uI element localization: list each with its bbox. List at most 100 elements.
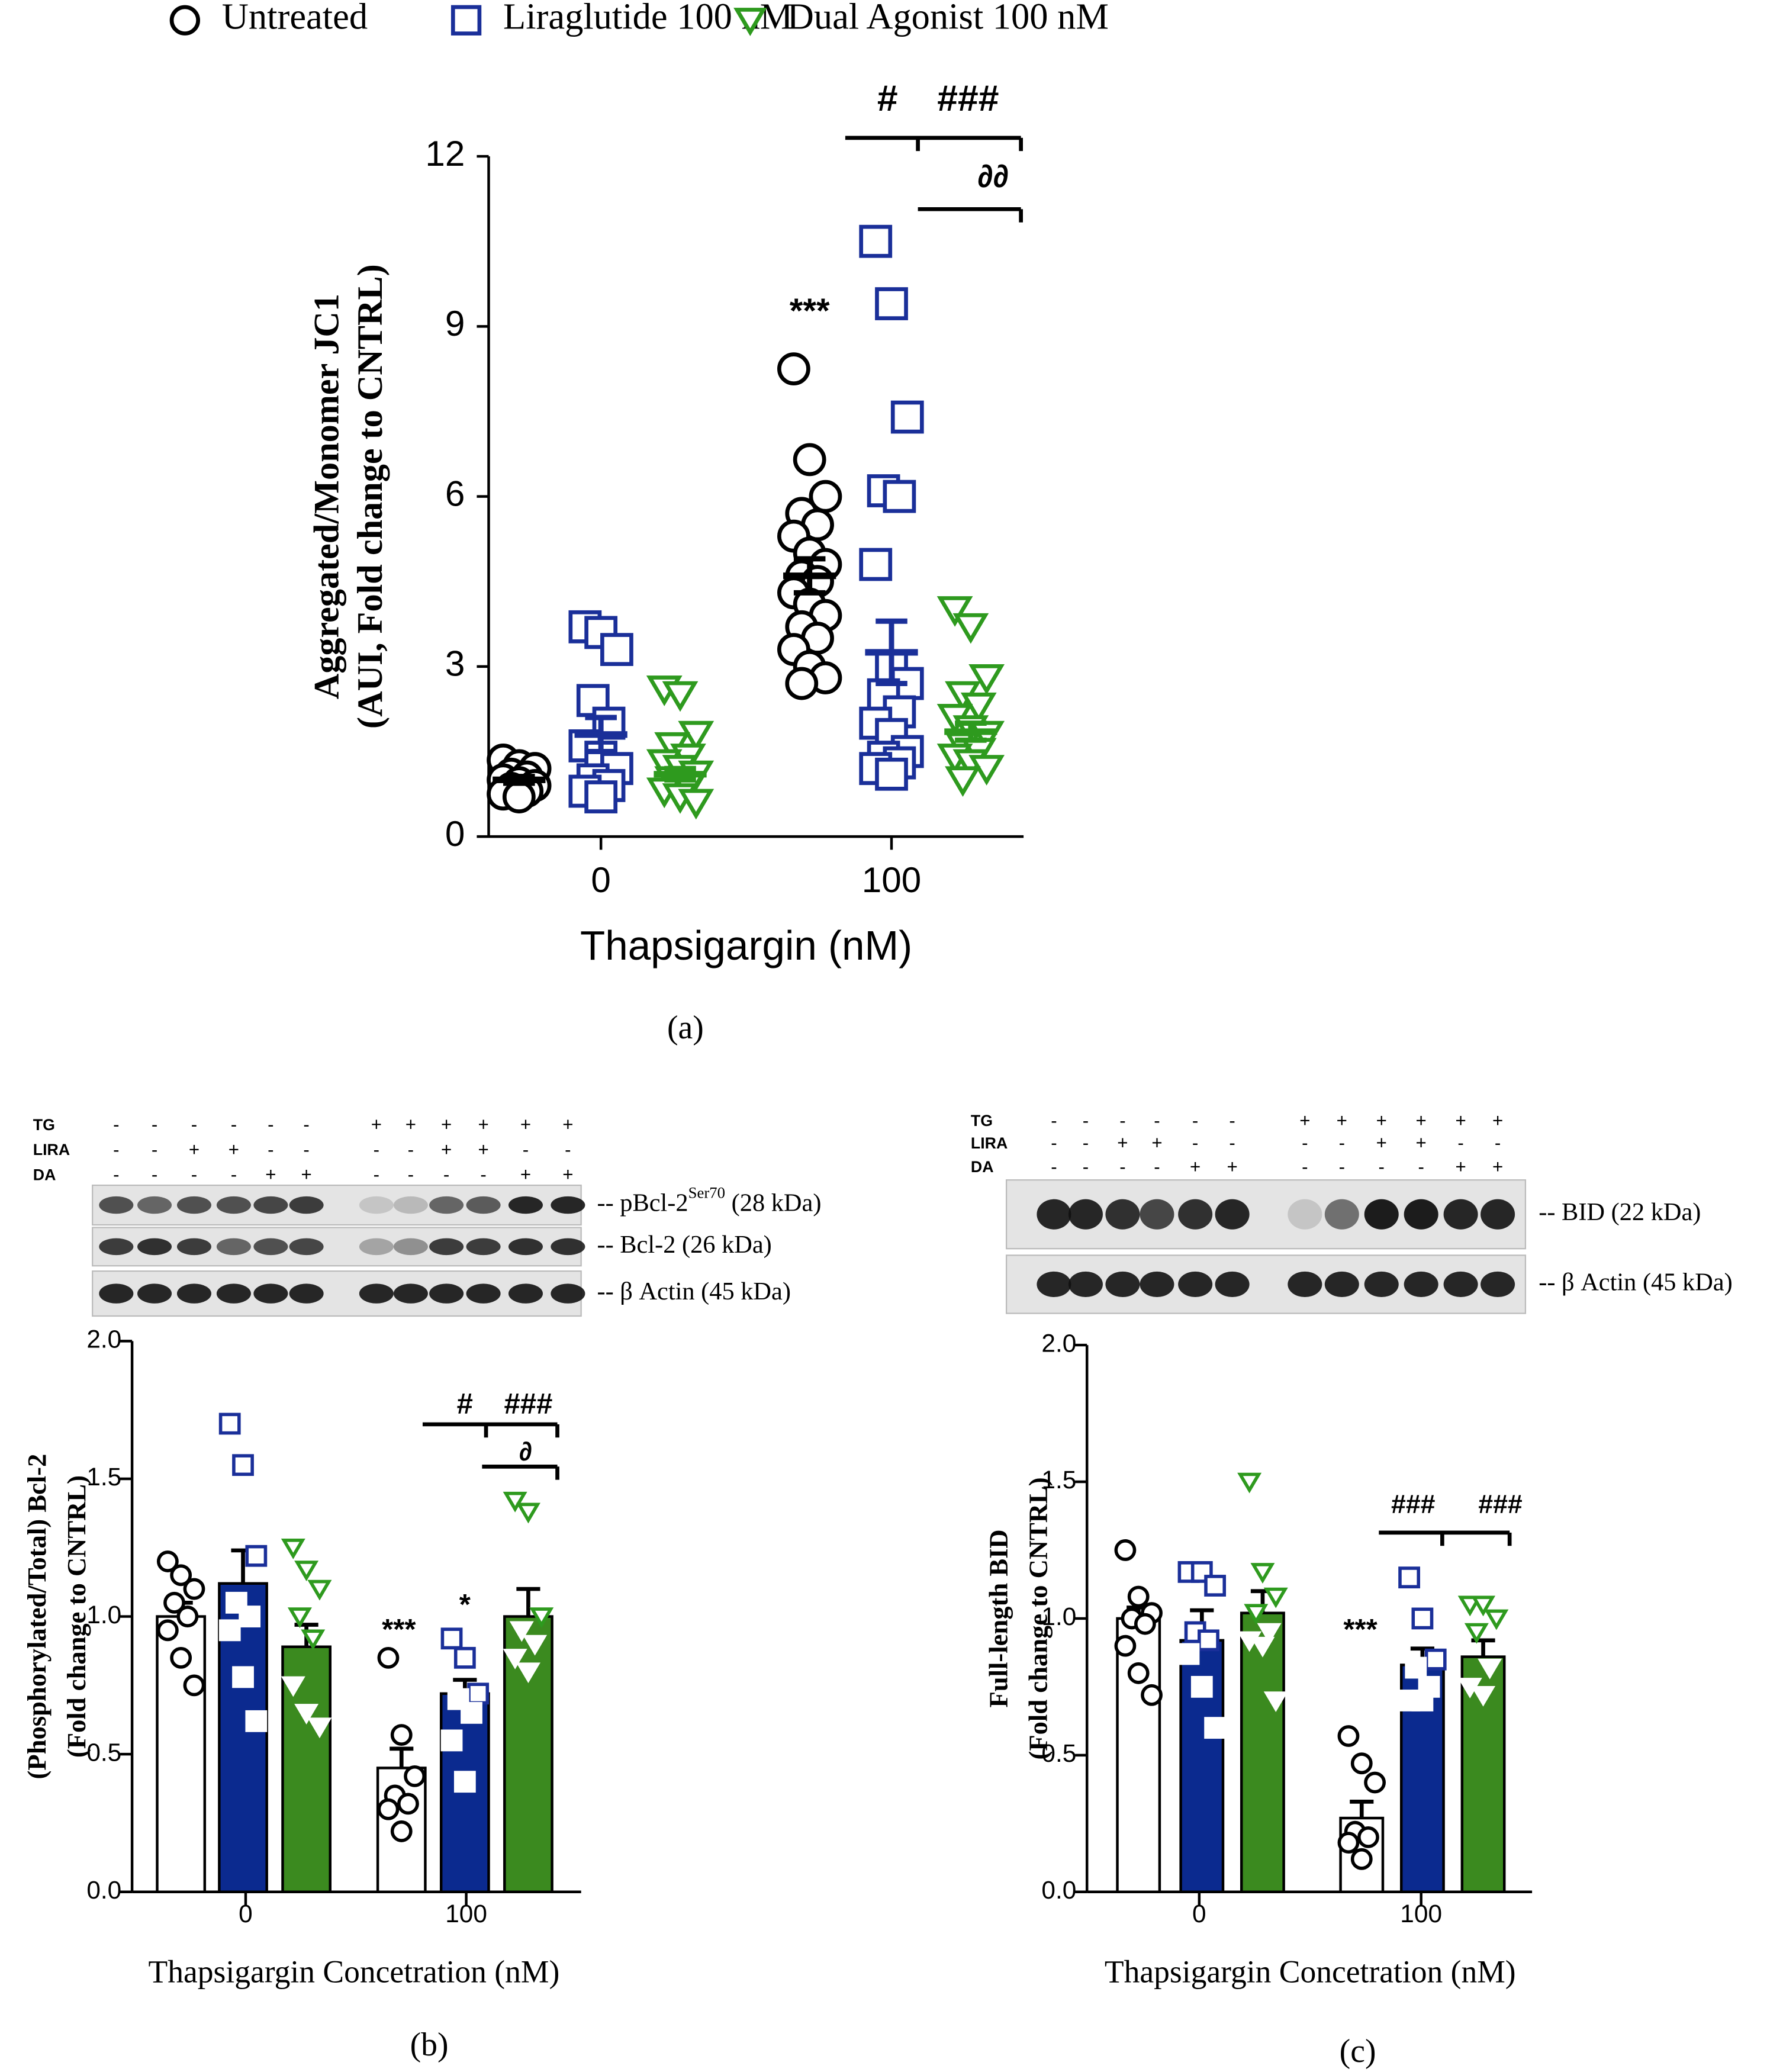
lane-sign: + (1190, 1156, 1201, 1177)
lane-sign: - (408, 1164, 414, 1185)
lane-sign: - (231, 1114, 237, 1135)
data-point (678, 789, 715, 820)
data-point (890, 400, 924, 434)
significance-label: ∂∂ (977, 159, 1009, 194)
data-point (859, 548, 893, 581)
significance-label: # (457, 1388, 473, 1420)
blot-band (359, 1196, 394, 1214)
blot-band (359, 1283, 394, 1304)
lane-sign: - (231, 1164, 237, 1185)
lane-sign: - (191, 1114, 197, 1135)
blot-band (137, 1238, 172, 1256)
significance-label: ### (1391, 1490, 1436, 1519)
data-point (584, 780, 618, 813)
data-point (529, 1607, 554, 1629)
data-point (1357, 1826, 1379, 1848)
lane-sign: - (303, 1139, 309, 1160)
blot-band (1068, 1199, 1103, 1230)
data-point (1204, 1717, 1227, 1739)
lane-sign: - (480, 1164, 486, 1185)
data-point (1141, 1684, 1163, 1706)
data-point (1198, 1629, 1219, 1652)
data-point (440, 1627, 463, 1650)
data-point (377, 1798, 400, 1820)
x-tick-label: 0 (1192, 1900, 1206, 1928)
lane-sign: - (374, 1164, 379, 1185)
data-point (968, 664, 1005, 695)
data-point (1484, 1609, 1509, 1630)
lane-row-label: LIRA (33, 1141, 70, 1159)
significance-label: * (459, 1589, 471, 1621)
lane-sign: - (303, 1114, 309, 1135)
blot-band (551, 1283, 585, 1304)
x-tick-label: 0 (591, 860, 611, 900)
data-point (1127, 1662, 1150, 1684)
blot-band (1140, 1271, 1174, 1298)
y-tick-label: 0.5 (86, 1738, 121, 1766)
data-point (1114, 1539, 1137, 1561)
lane-sign: + (1492, 1110, 1503, 1131)
x-axis-title: Thapsigargin Concetration (nM) (149, 1954, 560, 1990)
y-tick-label: 1.0 (86, 1601, 121, 1629)
lane-row-label: DA (971, 1158, 994, 1176)
blot-band (253, 1196, 288, 1214)
lane-sign: - (191, 1164, 197, 1185)
lane-sign: + (478, 1139, 488, 1160)
data-point (239, 1606, 261, 1627)
data-point (859, 224, 893, 258)
y-axis-title: (Fold change to CNTRL) (62, 1475, 91, 1758)
blot-band (1404, 1199, 1438, 1230)
lane-sign: - (1192, 1132, 1198, 1153)
data-point (397, 1793, 419, 1815)
data-point (453, 1771, 476, 1793)
y-tick-label: 3 (445, 644, 465, 684)
blot-band (1037, 1271, 1071, 1298)
blot-band (1364, 1271, 1399, 1298)
blot-band (99, 1283, 134, 1304)
significance-label: ### (504, 1388, 552, 1420)
blot-band (1288, 1199, 1322, 1230)
blot-label-superscript: Ser70 (688, 1184, 725, 1202)
legend-label: Dual Agonist 100 nM (787, 0, 1109, 37)
lane-sign: + (1492, 1156, 1503, 1177)
data-point (404, 1765, 426, 1787)
lane-sign: + (520, 1114, 531, 1135)
data-point (281, 1676, 305, 1697)
data-point (245, 1545, 268, 1567)
blot-band (508, 1283, 543, 1304)
panel-label: (c) (1340, 2033, 1376, 2070)
x-tick-label: 100 (862, 860, 922, 900)
blot-band (1443, 1199, 1478, 1230)
data-point (1114, 1635, 1137, 1657)
y-axis-title: (Phosphorylated/Total) Bcl-2 (22, 1454, 52, 1780)
blot-band (429, 1196, 464, 1214)
panel-label: (b) (410, 2026, 449, 2063)
blot-band (216, 1283, 251, 1304)
x-axis-title: Thapsigargin (nM) (580, 922, 912, 969)
blot-band (1215, 1271, 1250, 1298)
lane-sign: + (1151, 1132, 1162, 1153)
lane-sign: - (1457, 1132, 1463, 1153)
lane-row-label: TG (971, 1112, 993, 1130)
data-point (307, 1717, 332, 1739)
lane-sign: - (408, 1139, 414, 1160)
lane-sign: + (265, 1164, 276, 1185)
data-point (678, 720, 715, 752)
y-tick-label: 1.0 (1041, 1603, 1076, 1630)
lane-sign: - (1495, 1132, 1501, 1153)
lane-sign: - (113, 1164, 119, 1185)
blot-label-suffix: (28 kDa) (725, 1189, 821, 1217)
lane-sign: - (1154, 1156, 1160, 1177)
y-tick-label: 2.0 (86, 1325, 121, 1353)
data-point (516, 1662, 540, 1684)
data-point (453, 1646, 476, 1669)
data-point (1398, 1566, 1421, 1589)
blot-band (466, 1283, 501, 1304)
lane-sign: + (1416, 1110, 1427, 1131)
lane-row-label: DA (33, 1166, 56, 1184)
data-point (503, 1649, 527, 1669)
y-axis-title: Aggregated/Monomer JC1 (307, 294, 347, 699)
data-point (301, 1629, 326, 1650)
blot-band (393, 1238, 428, 1256)
blot-band (176, 1238, 211, 1256)
